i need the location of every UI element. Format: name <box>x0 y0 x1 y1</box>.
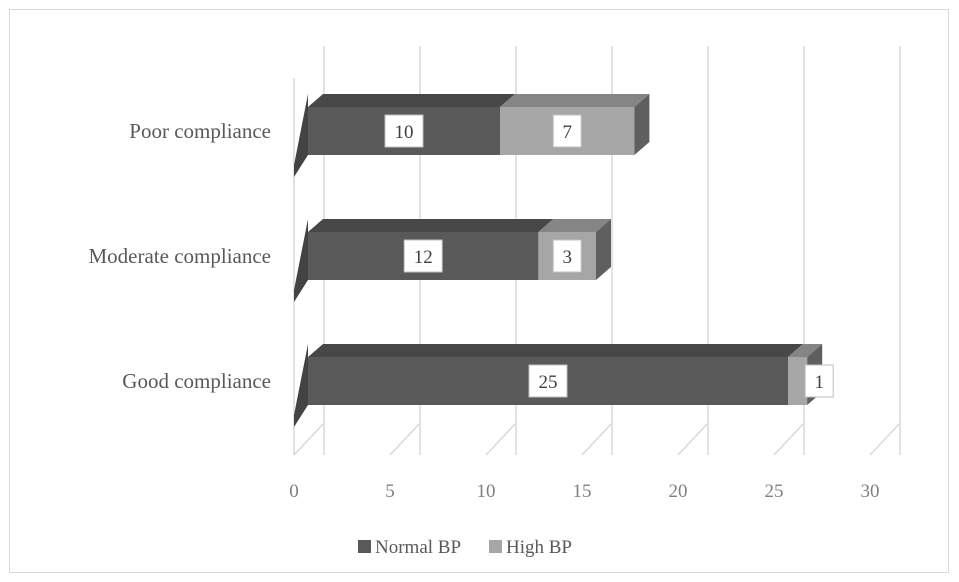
data-label-text: 1 <box>814 372 824 393</box>
data-label: 10 <box>384 114 424 148</box>
legend-label: Normal BP <box>375 537 461 558</box>
x-tick-label: 30 <box>861 481 880 502</box>
x-tick-label: 20 <box>669 481 688 502</box>
bar-top-face <box>788 344 823 357</box>
data-label: 1 <box>804 364 834 398</box>
bar-top-face <box>500 94 650 107</box>
floor-gridline-25 <box>773 422 805 456</box>
data-label-text: 12 <box>414 247 433 268</box>
legend-item: Normal BP <box>358 537 461 558</box>
bar-side-face <box>596 219 611 280</box>
bar-base-cap <box>294 94 308 177</box>
x-tick-label: 10 <box>477 481 496 502</box>
data-label-text: 7 <box>562 122 572 143</box>
category-label: Moderate compliance <box>89 244 272 268</box>
floor-gridline-5 <box>389 422 421 456</box>
bar-base-cap <box>294 344 308 427</box>
data-label-text: 25 <box>539 372 558 393</box>
x-tick-label: 15 <box>573 481 592 502</box>
bar-base-cap <box>294 219 308 302</box>
x-tick-label: 25 <box>765 481 784 502</box>
bar-side-face <box>634 94 650 155</box>
data-labels: 10 7 12 3 25 1 <box>384 114 834 398</box>
category-label: Poor compliance <box>129 119 271 143</box>
data-label-box <box>552 239 582 273</box>
bar-top-face <box>308 219 554 232</box>
floor-gridline-20 <box>677 422 709 456</box>
data-label-text: 10 <box>395 122 414 143</box>
data-label-box <box>403 239 443 273</box>
floor-gridline-0 <box>293 422 325 456</box>
data-label: 12 <box>403 239 443 273</box>
bar-front-face <box>788 357 808 405</box>
bar-top-face <box>538 219 611 232</box>
data-label-box <box>528 364 568 398</box>
x-tick-label: 0 <box>289 481 299 502</box>
data-label: 25 <box>528 364 568 398</box>
data-label: 7 <box>552 114 582 148</box>
legend-item: High BP <box>489 537 572 558</box>
data-label-box <box>552 114 582 148</box>
x-axis-ticks: 0 5 10 15 20 25 30 <box>289 481 879 502</box>
legend-swatch <box>489 540 502 553</box>
legend: Normal BP High BP <box>358 537 572 558</box>
legend-label: High BP <box>506 537 572 558</box>
category-label: Good compliance <box>122 369 271 393</box>
data-label-box <box>384 114 424 148</box>
legend-swatch <box>358 540 371 553</box>
floor-gridline-30 <box>869 422 901 456</box>
bar-top-face <box>308 94 515 107</box>
bar-top-face <box>308 344 803 357</box>
category-labels: Poor compliance Moderate compliance Good c… <box>89 119 272 393</box>
floor-gridline-10 <box>485 422 517 456</box>
floor-gridline-15 <box>581 422 613 456</box>
data-label: 3 <box>552 239 582 273</box>
data-label-box <box>804 364 834 398</box>
data-label-text: 3 <box>562 247 572 268</box>
x-tick-label: 5 <box>385 481 395 502</box>
